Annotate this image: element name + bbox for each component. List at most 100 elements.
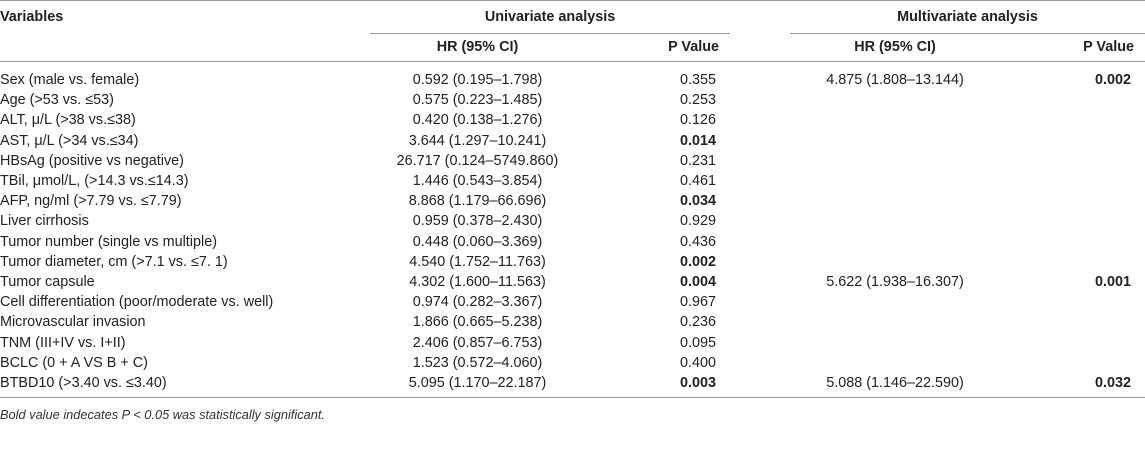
uni-p-cell: 0.253: [680, 92, 717, 109]
multi-p-cell: [1000, 110, 1145, 130]
univariate-header: Univariate analysis: [370, 0, 731, 34]
multi-p-cell: [1000, 292, 1145, 312]
spacer-cell: [730, 333, 790, 353]
multi-hr-cell: [790, 171, 1000, 191]
uni-p-cell: 0.034: [680, 193, 717, 210]
spacer-cell: [730, 62, 790, 91]
table-row: BTBD10 (>3.40 vs. ≤3.40) 5.095 (1.170–22.…: [0, 373, 1145, 399]
uni-p-cell: 0.461: [680, 173, 717, 190]
table-body: Sex (male vs. female) 0.592 (0.195–1.798)…: [0, 62, 1145, 399]
uni-hr-cell: 4.302 (1.600–11.563): [409, 274, 546, 291]
uni-hr-header: HR (95% CI): [370, 33, 585, 62]
table-row: Cell differentiation (poor/moderate vs. …: [0, 292, 1145, 312]
variable-cell: Age (>53 vs. ≤53): [0, 92, 114, 109]
multi-hr-cell: [790, 232, 1000, 252]
spacer-header: [730, 0, 791, 34]
multi-hr-cell: 4.875 (1.808–13.144): [826, 72, 964, 88]
spacer-cell: [730, 252, 790, 272]
table-row: TNM (III+IV vs. I+II) 2.406 (0.857–6.753)…: [0, 333, 1145, 353]
uni-hr-cell: 0.974 (0.282–3.367): [412, 294, 543, 311]
multi-hr-cell: 5.622 (1.938–16.307): [826, 274, 964, 291]
multi-p-cell: [1000, 312, 1145, 332]
spacer-cell: [730, 110, 790, 130]
multi-p-cell: [1000, 191, 1145, 211]
spacer-cell: [730, 151, 790, 171]
table-row: Liver cirrhosis 0.959 (0.378–2.430) 0.929: [0, 211, 1145, 231]
multi-hr-cell: [790, 252, 1000, 272]
variable-cell: BCLC (0 + A VS B + C): [0, 354, 148, 371]
variable-cell: BTBD10 (>3.40 vs. ≤3.40): [0, 373, 370, 399]
uni-hr-cell: 0.420 (0.138–1.276): [412, 112, 543, 129]
uni-hr-cell: 0.448 (0.060–3.369): [412, 233, 543, 250]
multi-p-header: P Value: [1000, 33, 1145, 62]
multi-hr-cell: [790, 131, 1000, 151]
uni-p-cell: 0.436: [680, 233, 717, 250]
variable-cell: TNM (III+IV vs. I+II): [0, 334, 126, 351]
spacer-cell: [730, 373, 791, 399]
table-row: AST, μ/L (>34 vs.≤34) 3.644 (1.297–10.241…: [0, 131, 1145, 151]
multi-hr-cell: [790, 151, 1000, 171]
multi-hr-cell: [790, 292, 1000, 312]
multi-hr-cell: [790, 312, 1000, 332]
uni-p-cell: 0.400: [680, 354, 717, 371]
uni-hr-cell: 3.644 (1.297–10.241): [408, 132, 547, 149]
multi-p-cell: [1000, 131, 1145, 151]
table-row: BCLC (0 + A VS B + C) 1.523 (0.572–4.060)…: [0, 353, 1145, 373]
uni-p-cell: 0.355: [680, 72, 717, 88]
multi-hr-cell: [790, 353, 1000, 373]
multi-p-cell: [1000, 151, 1145, 171]
spacer-cell: [730, 90, 790, 110]
uni-p-cell: 0.967: [680, 294, 717, 311]
uni-p-cell: 0.236: [680, 314, 717, 331]
uni-hr-cell: 4.540 (1.752–11.763): [409, 253, 546, 270]
uni-p-cell: 0.231: [680, 152, 717, 169]
variable-cell: Sex (male vs. female): [0, 72, 140, 88]
table-row: Microvascular invasion 1.866 (0.665–5.238…: [0, 312, 1145, 332]
table-row: ALT, μ/L (>38 vs.≤38) 0.420 (0.138–1.276)…: [0, 110, 1145, 130]
multivariate-header: Multivariate analysis: [790, 0, 1145, 34]
variable-cell: Tumor number (single vs multiple): [0, 233, 217, 250]
variables-header: Variables: [0, 0, 370, 34]
spacer-cell: [730, 211, 790, 231]
multi-hr-cell: [790, 333, 1000, 353]
variable-cell: AFP, ng/ml (>7.79 vs. ≤7.79): [0, 193, 182, 210]
multi-hr-cell: [790, 90, 1000, 110]
uni-p-cell: 0.095: [680, 334, 717, 351]
multi-p-cell: 0.002: [1095, 72, 1132, 88]
uni-hr-cell: 0.959 (0.378–2.430): [412, 213, 543, 230]
uni-hr-cell: 0.575 (0.223–1.485): [412, 92, 543, 109]
table-row: Sex (male vs. female) 0.592 (0.195–1.798)…: [0, 62, 1145, 91]
spacer-cell: [730, 191, 790, 211]
multi-hr-cell: [790, 110, 1000, 130]
multi-p-cell: [1000, 211, 1145, 231]
uni-hr-cell: 1.523 (0.572–4.060): [412, 354, 543, 371]
multi-p-cell: [1000, 232, 1145, 252]
uni-hr-cell: 2.406 (0.857–6.753): [412, 334, 543, 351]
uni-p-cell: 0.004: [680, 274, 717, 291]
table-row: HBsAg (positive vs negative) 26.717 (0.12…: [0, 151, 1145, 171]
spacer-cell: [730, 292, 790, 312]
multi-hr-cell: 5.088 (1.146–22.590): [790, 373, 1001, 399]
uni-hr-cell: 0.592 (0.195–1.798): [412, 72, 543, 88]
spacer-cell: [730, 312, 790, 332]
uni-hr-cell: 5.095 (1.170–22.187): [370, 373, 585, 399]
variable-cell: ALT, μ/L (>38 vs.≤38): [0, 112, 136, 129]
multi-p-cell: [1000, 90, 1145, 110]
multi-p-cell: 0.001: [1095, 274, 1132, 291]
variable-cell: Tumor capsule: [0, 274, 95, 291]
variable-cell: TBil, μmol/L, (>14.3 vs.≤14.3): [0, 173, 189, 190]
uni-p-cell: 0.003: [585, 373, 731, 399]
table-row: Tumor number (single vs multiple) 0.448 (…: [0, 232, 1145, 252]
uni-hr-cell: 1.866 (0.665–5.238): [412, 314, 543, 331]
uni-hr-cell: 26.717 (0.124–5749.860): [396, 152, 559, 169]
uni-p-cell: 0.014: [680, 132, 717, 149]
multi-p-cell: [1000, 353, 1145, 373]
spacer-cell: [730, 353, 790, 373]
multi-hr-cell: [790, 191, 1000, 211]
uni-p-cell: 0.929: [680, 213, 717, 230]
spacer-subheader: [730, 33, 791, 62]
variable-cell: AST, μ/L (>34 vs.≤34): [0, 132, 139, 149]
uni-p-cell: 0.002: [680, 253, 717, 270]
variables-subheader: [0, 33, 370, 62]
